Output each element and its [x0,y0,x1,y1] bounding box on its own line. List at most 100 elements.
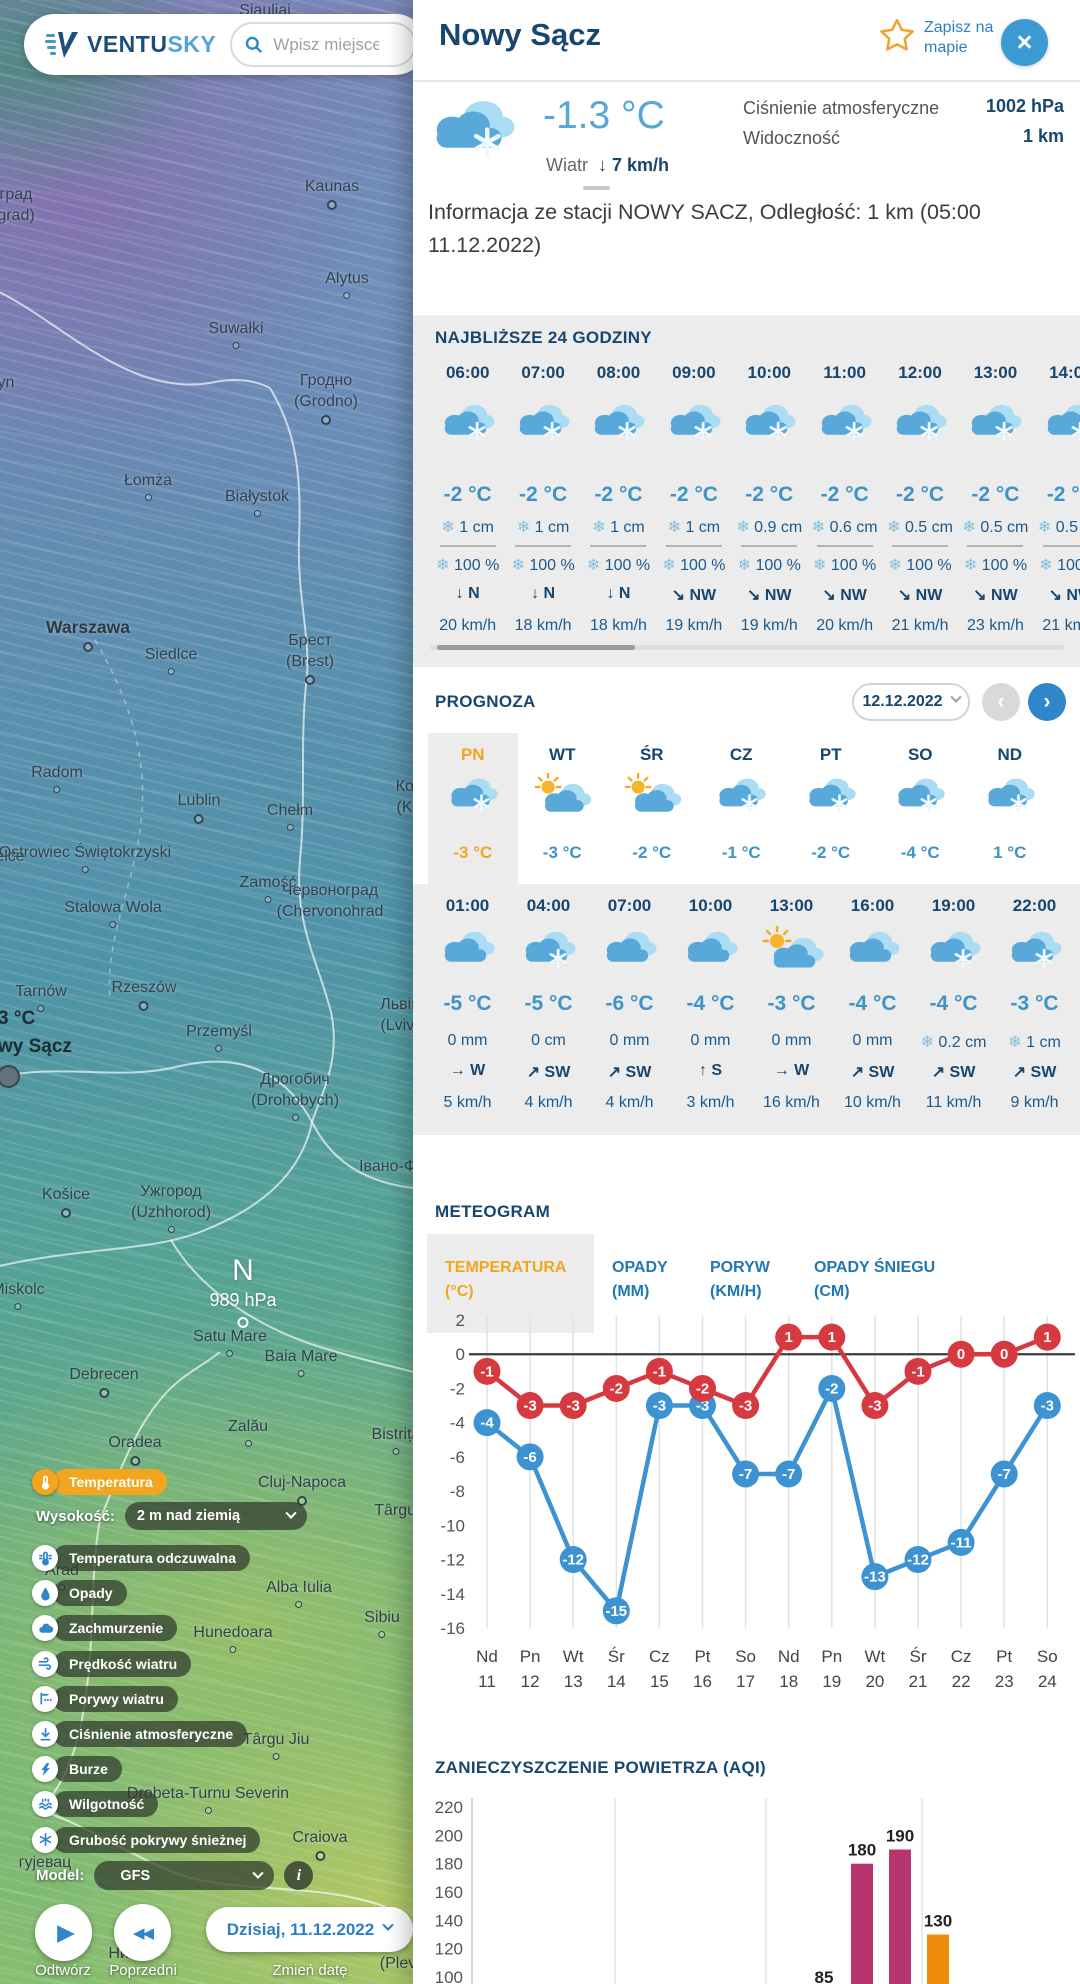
map-city-label: Гродно (Grodno) [294,370,358,426]
height-selector-row: Wysokość: 2 m nad ziemią [36,1502,307,1530]
meteogram-tabs: TEMPERATURA (°C) OPADY (MM) PORYW (KM/H) [427,1234,996,1333]
weather-icon [601,926,659,971]
map-city-label: Rzeszów [112,977,176,1012]
svg-text:220: 220 [435,1798,463,1817]
weather-icon [514,399,572,444]
meteogram-tab[interactable]: OPADY (MM) [612,1259,668,1300]
layer-button[interactable]: Wilgotność [32,1791,159,1818]
map-city-label: гујевац [18,1854,72,1871]
station-marker-nowy-sacz[interactable]: 3 °C wy Sącz [0,1005,72,1089]
layer-button[interactable]: Zachmurzenie [32,1615,178,1642]
divider [515,545,572,547]
layer-icon [32,1721,58,1747]
layer-button[interactable]: Burze [32,1756,122,1783]
next-24h-title: NAJBLIŻSZE 24 GODZINY [435,328,652,347]
map-city-label: Debrecen [69,1364,139,1399]
forecast-day-tab[interactable]: PN -3 °C [428,733,518,884]
page-title: Nowy Sącz [439,17,601,52]
day-hour-column: 01:00 -5 °C 0 mm → W 5 km/h [427,884,508,1135]
svg-text:Pn: Pn [821,1647,842,1666]
chevron-down-icon [382,1919,394,1931]
low-pressure-marker: N 989 hPa [209,1254,277,1328]
play-button[interactable]: ▶ [35,1904,92,1961]
svg-text:-7: -7 [998,1466,1011,1483]
chevron-down-icon [252,1867,264,1879]
hourly-forecast-column: 06:00 -2 °C ❄ 1 cm ❄ 100 % ↓ N 20 km/h [436,363,500,634]
city-dot [297,1370,305,1378]
map-city-label: Siedlce [145,644,197,676]
map-city-label: yn [0,374,15,391]
search-input[interactable] [271,33,382,56]
current-temperature: -1.3 °C [543,94,665,137]
layer-button[interactable]: Opady [32,1580,127,1607]
city-dot [264,896,272,904]
close-button[interactable]: × [1001,19,1048,66]
svg-text:Nd: Nd [778,1647,800,1666]
svg-text:-12: -12 [562,1552,584,1569]
svg-text:24: 24 [1038,1672,1057,1690]
svg-text:1: 1 [828,1329,836,1346]
svg-text:100: 100 [435,1968,463,1984]
previous-button[interactable]: ◀◀ [114,1904,171,1961]
model-info-button[interactable]: i [284,1861,314,1890]
map-city-label: Івано-Фр [359,1158,413,1175]
layer-button[interactable]: Prędkość wiatru [32,1650,192,1677]
layer-temperatura-selected[interactable]: Temperatura [32,1469,167,1495]
svg-text:200: 200 [435,1826,463,1845]
forecast-day-tab[interactable]: SO -4 °C [876,733,966,884]
city-dot [109,921,117,929]
meteogram-tab[interactable]: OPADY ŚNIEGU (CM) [814,1259,936,1300]
layer-button[interactable]: Porywy wiatru [32,1685,178,1712]
svg-text:-3: -3 [868,1398,881,1415]
divider [1042,545,1080,547]
layer-icon [32,1826,58,1853]
weather-icon [624,772,682,815]
layer-button[interactable]: Temperatura odczuwalna [32,1545,251,1571]
hourly-forecast-column: 09:00 -2 °C ❄ 1 cm ❄ 100 % ↘ NW 19 km/h [662,363,726,634]
svg-text:22: 22 [952,1672,971,1690]
weather-icon [925,926,983,971]
forecast-prev-button[interactable]: ‹ [982,683,1020,721]
svg-text:16: 16 [693,1672,712,1690]
forecast-section: PROGNOZA 12.12.2022 ‹ › PN -3 °C [413,668,1080,884]
hourly-scrollbar-thumb[interactable] [437,645,635,650]
city-dot [130,1456,140,1467]
forecast-date-dropdown[interactable]: 12.12.2022 [852,683,970,721]
play-icon: ▶ [57,1919,75,1945]
svg-text:21: 21 [909,1672,928,1690]
map-city-label: Przemyśl [186,1021,252,1053]
city-dot [139,1001,149,1012]
city-dot [286,824,294,832]
current-weather-icon [427,92,519,162]
model-dropdown[interactable]: GFS [94,1861,275,1890]
forecast-day-tab[interactable]: PT -2 °C [786,733,876,884]
map-city-label: град grad) [0,186,35,225]
svg-text:-1: -1 [911,1363,924,1380]
forecast-day-tab[interactable]: WT -3 °C [518,733,608,884]
forecast-day-tab[interactable]: ŚR -2 °C [607,733,697,884]
hourly-scrollbar-track[interactable] [430,645,1064,650]
forecast-next-button[interactable]: › [1028,683,1066,721]
forecast-day-tab[interactable]: ND 1 °C [965,733,1055,884]
search-field[interactable] [230,22,413,67]
meteogram-tab[interactable]: PORYW (KM/H) [710,1259,770,1300]
divider [665,545,722,547]
layer-button[interactable]: Grubość pokrywy śnieżnej [32,1826,261,1853]
date-picker[interactable]: Dzisiaj, 11.12.2022 [206,1907,413,1952]
height-dropdown[interactable]: 2 m nad ziemią [124,1502,307,1530]
city-dot [314,1851,325,1862]
divider [439,545,496,547]
weather-map[interactable]: Siauliai град grad) Kaunas Aly [0,0,413,1984]
save-on-map-button[interactable]: Zapisz na mapie [879,18,1008,58]
thermometer-icon [32,1469,58,1495]
forecast-day-tab[interactable]: CZ -1 °C [697,733,787,884]
map-city-label: Miskolc [0,1279,45,1311]
hourly-forecast-column: 12:00 -2 °C ❄ 0.5 cm ❄ 100 % ↘ NW 21 km/… [887,363,953,634]
svg-text:130: 130 [924,1912,952,1931]
weather-icon [762,925,823,971]
model-selector-row: Model: GFS i [36,1861,314,1890]
pressure-label: Ciśnienie atmosferyczne [743,98,940,118]
layer-button[interactable]: Ciśnienie atmosferyczne [32,1721,248,1747]
meteogram-tab[interactable]: TEMPERATURA (°C) [427,1234,594,1333]
ventusky-logo[interactable]: VENTUSKY [44,30,216,60]
